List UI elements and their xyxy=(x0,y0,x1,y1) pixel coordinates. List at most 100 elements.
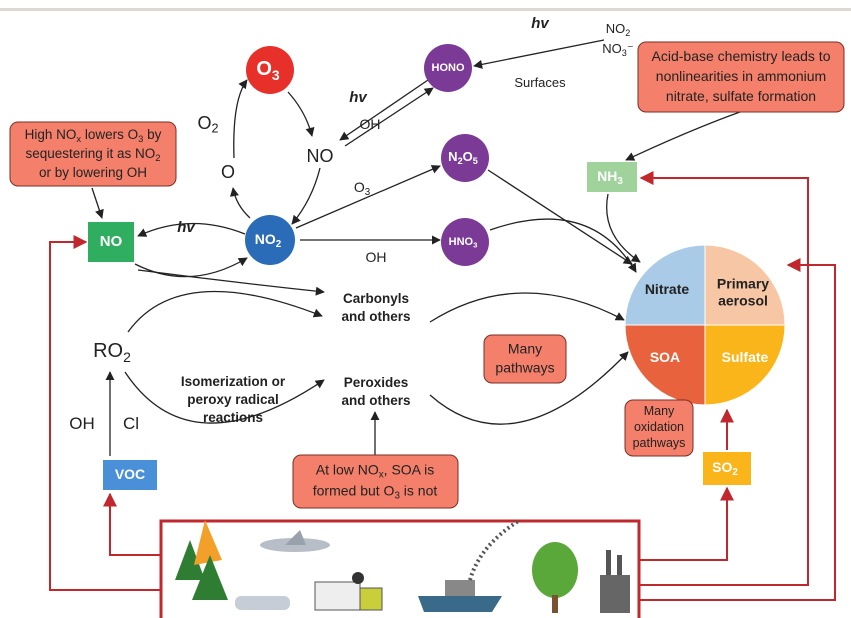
product-label: and others xyxy=(341,393,410,408)
product-label: and others xyxy=(341,309,410,324)
note-text: Many xyxy=(508,340,542,356)
text-part: High NO xyxy=(25,127,77,142)
text-part: by xyxy=(143,127,161,142)
note-text: sequestering it as NO2 xyxy=(25,146,160,164)
text-part: oxidation xyxy=(634,420,684,434)
text-part: Isomerization or xyxy=(181,374,286,389)
reagent-label: OH xyxy=(366,249,387,265)
arrow xyxy=(339,79,429,141)
text-part: At low NO xyxy=(316,461,379,477)
ship-icon xyxy=(418,596,502,612)
text-part: NO xyxy=(307,146,334,166)
text-part: OH xyxy=(69,414,95,433)
text-part: Sulfate xyxy=(722,349,769,365)
text-part: HONO xyxy=(432,62,465,74)
note-text: nitrate, sulfate formation xyxy=(666,88,816,104)
truck-cab xyxy=(359,587,383,611)
chimney-icon xyxy=(617,555,622,575)
text-part: Acid-base chemistry leads to xyxy=(652,48,831,64)
no2-node xyxy=(245,215,295,265)
text-part: O xyxy=(463,149,473,164)
reaction-arrows xyxy=(91,39,741,456)
reagent-label: OH xyxy=(360,116,381,132)
tree-icon xyxy=(192,555,228,600)
text-part: 3 xyxy=(473,240,477,249)
product-label: Carbonyls xyxy=(343,291,409,306)
species-label: RO2 xyxy=(93,340,131,364)
nh3-node xyxy=(587,162,637,192)
arrow xyxy=(344,87,434,147)
text-part: 2 xyxy=(123,349,131,365)
text-part: Many xyxy=(508,340,542,356)
arrow xyxy=(287,91,315,137)
text-part: NO xyxy=(100,233,123,250)
text-part: 2 xyxy=(732,467,738,478)
text-part: 2 xyxy=(212,122,219,136)
text-part: 3 xyxy=(272,67,280,83)
text-part: peroxy radical xyxy=(187,392,279,407)
pie-segment xyxy=(704,324,786,406)
arrow xyxy=(291,167,321,225)
arrow xyxy=(124,371,325,424)
node-label: HNO3 xyxy=(449,236,478,249)
n2o5-node xyxy=(441,134,489,182)
hono-node xyxy=(424,44,472,92)
hno3-node xyxy=(441,218,489,266)
tree-trunk xyxy=(552,595,558,613)
note-box xyxy=(9,121,177,187)
text-part: Carbonyls xyxy=(343,291,409,306)
text-part: NO xyxy=(602,41,622,56)
text-part: Peroxides xyxy=(344,375,409,390)
node-label: NH3 xyxy=(597,168,623,187)
no-node xyxy=(88,222,134,262)
light-label: hv xyxy=(349,89,368,106)
text-part: 3 xyxy=(365,187,371,198)
arrow xyxy=(295,165,441,229)
arrow xyxy=(429,292,625,323)
car-icon xyxy=(235,596,290,610)
emission-sources xyxy=(159,518,641,618)
text-part: or by lowering OH xyxy=(39,165,147,180)
note-box xyxy=(624,399,694,457)
arrow xyxy=(639,171,809,586)
arrow xyxy=(134,257,248,278)
note-box xyxy=(483,334,567,384)
text-part: aerosol xyxy=(718,292,768,308)
text-part: 2 xyxy=(276,239,282,250)
fire-icon xyxy=(194,520,222,565)
text-part: Surfaces xyxy=(514,75,566,90)
reagent-label: Surfaces xyxy=(514,75,566,90)
note-text: pathways xyxy=(633,436,686,450)
arrow xyxy=(487,169,633,265)
note-text: oxidation xyxy=(634,420,684,434)
text-part: OH xyxy=(360,116,381,132)
text-part: O xyxy=(256,58,272,80)
text-part: OH xyxy=(366,249,387,265)
text-part: O xyxy=(197,113,211,133)
pathway-label: peroxy radical xyxy=(187,392,279,407)
text-part: 3 xyxy=(138,134,143,145)
note-text: pathways xyxy=(495,359,554,375)
species-label: O2 xyxy=(197,113,218,136)
text-part: O xyxy=(354,179,365,195)
pie-label: aerosol xyxy=(718,292,768,308)
text-part: and others xyxy=(341,309,410,324)
light-label: hv xyxy=(531,15,550,32)
node-label: N2O5 xyxy=(448,149,478,166)
arrow xyxy=(91,187,104,219)
note-box xyxy=(292,454,459,509)
species-label: NO3⁻ xyxy=(602,41,633,58)
text-part: NO xyxy=(255,231,276,247)
pie-label: SOA xyxy=(650,349,680,365)
text-part: hv xyxy=(349,89,368,106)
voc-node xyxy=(103,460,157,490)
arrow xyxy=(640,486,734,561)
text-part: hv xyxy=(531,15,550,32)
text-part: ⁻ xyxy=(627,41,634,56)
node-label: VOC xyxy=(115,466,145,482)
text-part: , SOA is xyxy=(384,461,435,477)
species-label: NO xyxy=(307,146,334,166)
text-part: O xyxy=(221,162,235,182)
text-part: 2 xyxy=(155,153,160,164)
text-part: Primary xyxy=(717,275,769,291)
